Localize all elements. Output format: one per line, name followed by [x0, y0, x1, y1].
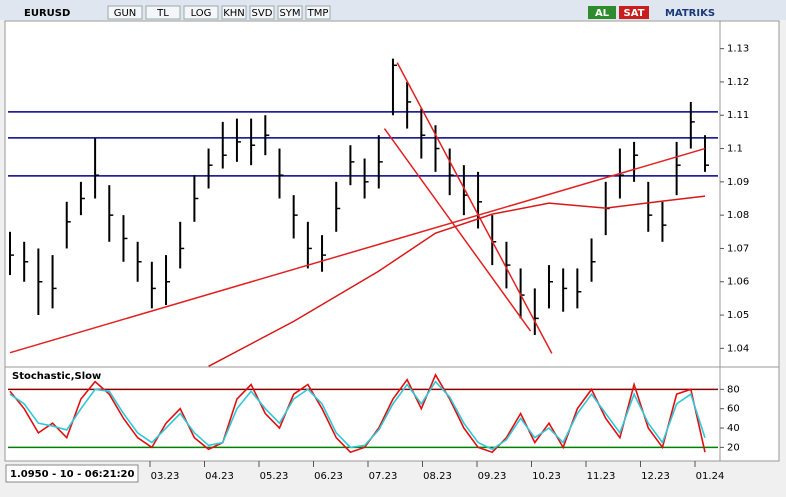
- y-tick-label: 1.07: [727, 243, 749, 254]
- indicator-title: Stochastic,Slow: [12, 371, 101, 382]
- buy-label[interactable]: AL: [595, 8, 610, 19]
- trend-line: [9, 147, 706, 354]
- toolbar-btn[interactable]: [305, 5, 331, 20]
- y-tick-label: 1.05: [727, 310, 749, 321]
- x-tick-label: 12.23: [641, 471, 670, 482]
- y-tick-label: 60: [727, 404, 740, 415]
- trend-line: [383, 128, 532, 332]
- sell-btn[interactable]: [619, 6, 649, 19]
- sell-label[interactable]: SAT: [624, 8, 645, 19]
- status: 1.0950 - 10 - 06:21:20: [10, 469, 135, 480]
- y-tick-label: 1.11: [727, 110, 749, 121]
- y-tick-label: 1.13: [727, 44, 749, 55]
- toolbar-btn[interactable]: [145, 5, 181, 20]
- x-tick-label: 11.23: [587, 471, 616, 482]
- y-tick-label: 40: [727, 423, 740, 434]
- toolbar-btn[interactable]: [221, 5, 247, 20]
- trend-line: [208, 195, 706, 367]
- x-tick-label: 03.23: [151, 471, 180, 482]
- toolbar-btn-label[interactable]: GUN: [114, 8, 137, 19]
- toolbar-btn-label[interactable]: SYM: [279, 8, 300, 19]
- y-tick-label: 1.12: [727, 77, 749, 88]
- x-tick-label: 10.23: [532, 471, 561, 482]
- y-tick-label: 1.08: [727, 210, 749, 221]
- y-tick-label: 1.06: [727, 277, 749, 288]
- toolbar-btn-label[interactable]: TMP: [307, 8, 329, 19]
- x-tick-label: 04.23: [205, 471, 234, 482]
- y-tick-label: 1.1: [727, 144, 743, 155]
- toolbar-btn-label[interactable]: TL: [156, 8, 169, 19]
- y-tick-label: 1.04: [727, 343, 749, 354]
- x-tick-label: 09.23: [478, 471, 507, 482]
- symbol[interactable]: EURUSD: [24, 8, 70, 19]
- toolbar-btn[interactable]: [183, 5, 219, 20]
- buy-btn[interactable]: [588, 6, 616, 19]
- toolbar-btn-label[interactable]: LOG: [191, 8, 212, 19]
- x-tick-label: 07.23: [369, 471, 398, 482]
- x-tick-label: 05.23: [260, 471, 289, 482]
- status-box: [5, 464, 139, 483]
- brand: MATRIKS: [665, 8, 715, 19]
- toolbar-btn-label[interactable]: SVD: [252, 8, 273, 19]
- stoch-line: [9, 380, 706, 451]
- y-tick-label: 80: [727, 384, 740, 395]
- y-tick-label: 1.09: [727, 177, 749, 188]
- toolbar-btn-label[interactable]: KHN: [223, 8, 245, 19]
- stoch-line: [9, 373, 706, 454]
- x-tick-label: 06.23: [314, 471, 343, 482]
- x-tick-label: 01.24: [696, 471, 725, 482]
- y-tick-label: 20: [727, 442, 740, 453]
- toolbar-btn[interactable]: [107, 5, 143, 20]
- trend-line: [396, 62, 553, 354]
- x-tick-label: 08.23: [423, 471, 452, 482]
- toolbar-btn[interactable]: [249, 5, 275, 20]
- toolbar-btn[interactable]: [277, 5, 303, 20]
